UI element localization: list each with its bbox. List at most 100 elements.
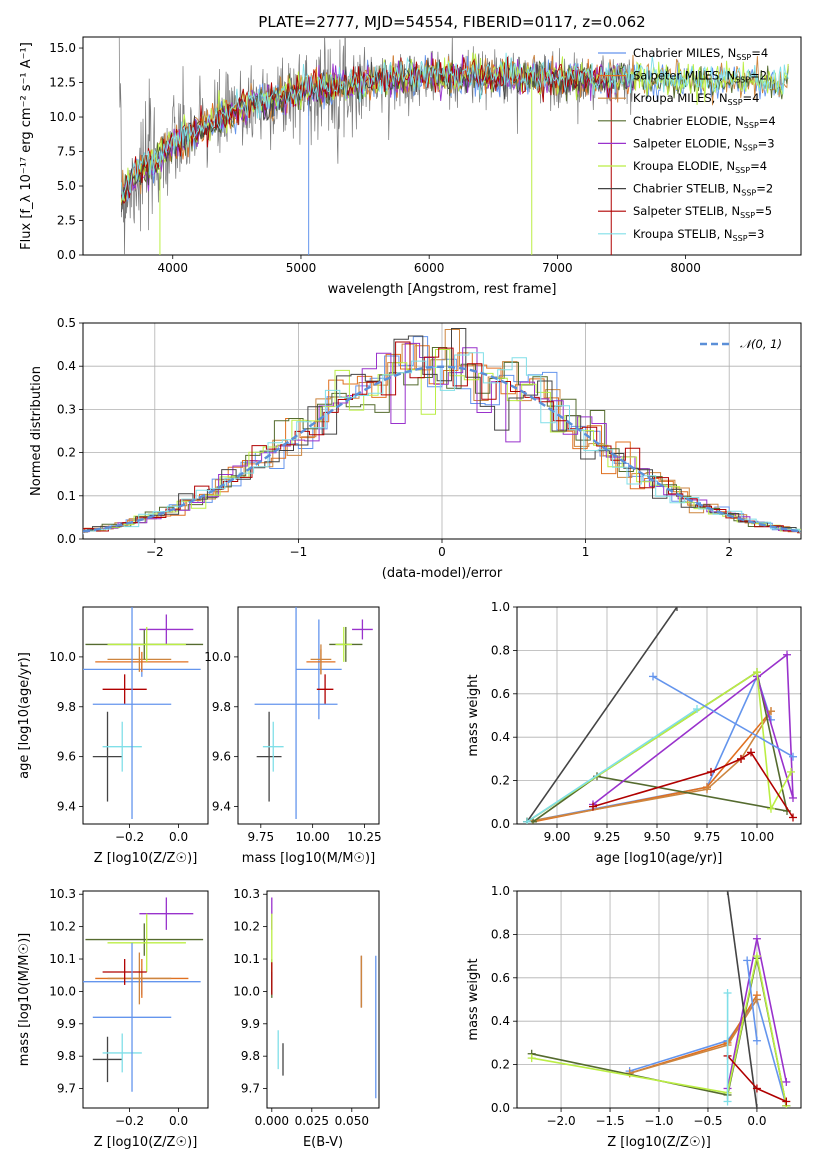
y-axis-label: mass weight — [466, 958, 481, 1040]
weight-marker — [782, 1077, 791, 1086]
errorbar-point — [262, 721, 284, 772]
weight-line-6 — [526, 607, 678, 823]
x-tick-label: 5000 — [286, 261, 317, 275]
x-tick-label: 6000 — [414, 261, 445, 275]
y-tick-label: 0.0 — [491, 817, 510, 831]
errorbar-point — [316, 674, 334, 705]
y-tick-label: 10.1 — [233, 952, 260, 966]
model-spectrum-7 — [121, 56, 612, 205]
x-axis-label: mass [log10(M/M☉)] — [242, 851, 375, 866]
x-tick-label: −2.0 — [546, 1114, 575, 1128]
y-tick-label: 9.8 — [57, 1049, 76, 1063]
x-tick-label: 0.0 — [169, 1114, 188, 1128]
errorbar-point — [335, 626, 353, 662]
residual-hist-8 — [83, 352, 801, 533]
y-tick-label: 0.2 — [57, 446, 76, 460]
y-tick-label: 0.2 — [491, 1058, 510, 1072]
spectrum-lines — [118, 37, 789, 255]
weight-line-9 — [746, 960, 758, 1041]
weight-marker — [707, 767, 715, 776]
spectrum-legend: Chabrier MILES, NSSP=4 Salpeter MILES, NS… — [598, 46, 776, 243]
y-tick-label: 9.8 — [212, 700, 231, 714]
errorbar-point — [296, 619, 342, 720]
y-tick-label: 1.0 — [491, 884, 510, 898]
weight-marker — [527, 1054, 536, 1063]
y-tick-label: 10.2 — [233, 920, 260, 934]
legend-label: Kroupa MILES, NSSP=4 — [633, 91, 759, 107]
y-tick-label: 9.9 — [241, 1017, 260, 1031]
y-axis-label: Flux [f_λ 10⁻¹⁷ erg cm⁻² s⁻¹ A⁻¹] — [19, 42, 34, 250]
weight-vs-Z-axes: −2.0 −1.5 −1.0 −0.5 0.0 0.0 0.2 0.4 0.6 0.8 1.0 Z [… — [466, 884, 802, 1150]
legend-label: Chabrier ELODIE, NSSP=4 — [633, 114, 776, 130]
weight-line-5 — [531, 955, 788, 1106]
errorbar-point — [107, 646, 172, 672]
y-axis-label: mass weight — [466, 674, 481, 756]
residual-hist-3 — [83, 347, 801, 533]
y-tick-label: 0.0 — [57, 248, 76, 262]
y-tick-label: 5.0 — [57, 179, 76, 193]
weight-marker — [673, 607, 681, 611]
y-tick-label: 7.5 — [57, 145, 76, 159]
mass-vs-EBV-points — [271, 897, 377, 1099]
age-vs-Z-points — [83, 607, 204, 820]
legend-label: Kroupa STELIB, NSSP=3 — [633, 227, 764, 243]
x-tick-label: 2 — [725, 545, 733, 559]
y-tick-label: 0.0 — [491, 1101, 510, 1115]
weight-marker — [789, 793, 797, 802]
y-tick-label: 15.0 — [49, 41, 76, 55]
errorbar-point — [85, 923, 204, 956]
chart-title: PLATE=2777, MJD=54554, FIBERID=0117, z=0… — [258, 13, 645, 31]
weight-marker — [752, 952, 761, 961]
y-tick-label: 10.0 — [49, 110, 76, 124]
x-tick-label: 0 — [438, 545, 446, 559]
x-tick-label: −1 — [290, 545, 308, 559]
x-tick-label: 0.025 — [295, 1114, 329, 1128]
x-tick-label: 7000 — [542, 261, 573, 275]
weight-line-6 — [726, 891, 758, 1108]
errorbar-point — [92, 1036, 123, 1083]
weight-marker — [783, 650, 791, 659]
y-tick-label: 0.8 — [491, 927, 510, 941]
weight-marker — [753, 668, 761, 677]
residual-hist-2 — [83, 329, 801, 533]
errorbar-point — [310, 644, 332, 675]
weight-vs-Z-lines — [527, 891, 791, 1108]
weight-marker — [789, 752, 797, 761]
x-tick-label: 8000 — [670, 261, 701, 275]
model-spectrum-5 — [121, 52, 789, 203]
y-tick-label: 9.4 — [57, 800, 76, 814]
weight-marker — [747, 748, 755, 757]
x-axis-label: Z [log10(Z/Z☉)] — [607, 1135, 711, 1150]
errorbar-point — [139, 614, 194, 645]
y-tick-label: 0.8 — [491, 643, 510, 657]
y-tick-label: 0.4 — [491, 1014, 510, 1028]
legend-label: Salpeter STELIB, NSSP=5 — [633, 204, 772, 220]
model-spectrum-8 — [121, 52, 789, 201]
legend-label: Salpeter ELODIE, NSSP=3 — [633, 136, 775, 152]
x-tick-label: −1.5 — [595, 1114, 624, 1128]
y-tick-label: 10.0 — [49, 650, 76, 664]
residual-hist-4 — [83, 342, 801, 533]
x-tick-label: 9.75 — [694, 830, 721, 844]
legend-label: Chabrier MILES, NSSP=4 — [633, 46, 768, 62]
x-tick-label: −0.2 — [115, 830, 144, 844]
x-tick-label: 0.0 — [747, 1114, 766, 1128]
y-tick-label: 9.6 — [57, 750, 76, 764]
x-tick-label: 10.00 — [295, 830, 329, 844]
weight-marker — [782, 1097, 791, 1106]
axes-frame — [237, 606, 380, 825]
residuals-axes: −2 −1 0 1 2 0.0 0.1 0.2 0.3 0.4 0.5 (data-model)/er… — [29, 316, 802, 581]
legend-label: Chabrier STELIB, NSSP=2 — [633, 182, 773, 198]
weight-line-4 — [592, 653, 794, 806]
x-axis-label: (data-model)/error — [382, 566, 503, 581]
weight-vs-age-lines — [523, 607, 797, 824]
y-tick-label: 12.5 — [49, 76, 76, 90]
age-vs-mass-axes: 9.75 10.00 10.25 9.4 9.6 9.8 10.0 mass [log10(M… — [204, 606, 382, 866]
y-tick-label: 9.9 — [57, 1017, 76, 1031]
y-tick-label: 0.0 — [57, 532, 76, 546]
x-tick-label: 9.00 — [544, 830, 571, 844]
errorbar-point — [102, 674, 147, 705]
y-tick-label: 9.8 — [57, 700, 76, 714]
y-tick-label: 0.6 — [491, 971, 510, 985]
